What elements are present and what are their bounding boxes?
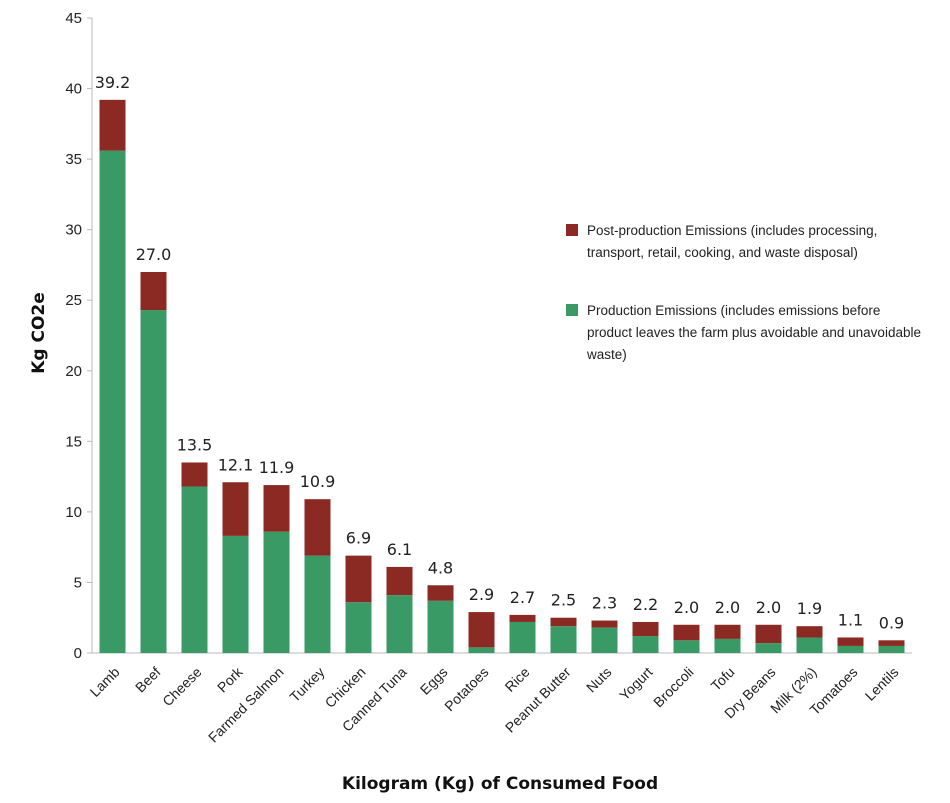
bar-production-7 bbox=[386, 595, 413, 653]
total-label-16: 2.0 bbox=[756, 598, 781, 617]
bar-production-11 bbox=[550, 626, 577, 653]
y-tick-label: 45 bbox=[65, 10, 82, 27]
x-tick-label-14: Broccoli bbox=[650, 664, 697, 711]
bar-post-production-11 bbox=[550, 617, 577, 627]
y-tick-label: 35 bbox=[65, 151, 82, 168]
total-label-9: 2.9 bbox=[469, 585, 494, 604]
x-tick-label-15: Tofu bbox=[708, 664, 738, 694]
y-tick-label: 20 bbox=[65, 363, 82, 380]
bar-post-production-2 bbox=[181, 462, 208, 487]
bar-production-4 bbox=[263, 531, 290, 653]
bar-post-production-17 bbox=[796, 626, 823, 638]
x-tick-label-10: Rice bbox=[501, 664, 532, 695]
bar-post-production-1 bbox=[140, 272, 167, 311]
bar-production-3 bbox=[222, 535, 249, 653]
bar-post-production-4 bbox=[263, 485, 290, 532]
y-tick-label: 5 bbox=[74, 574, 82, 591]
bar-post-production-10 bbox=[509, 614, 536, 622]
x-axis-title: Kilogram (Kg) of Consumed Food bbox=[342, 774, 658, 794]
total-label-4: 11.9 bbox=[259, 458, 295, 477]
x-tick-label-8: Eggs bbox=[417, 664, 451, 698]
total-label-6: 6.9 bbox=[346, 529, 371, 548]
y-ticks: 0 5 10 15 20 25 30 35 40 45 bbox=[65, 10, 92, 662]
bar-production-13 bbox=[632, 636, 659, 653]
y-tick-label: 40 bbox=[65, 81, 82, 98]
bar-production-9 bbox=[468, 647, 495, 653]
x-tick-label-4: Farmed Salmon bbox=[205, 664, 287, 746]
bar-production-5 bbox=[304, 555, 331, 653]
total-label-1: 27.0 bbox=[136, 245, 172, 264]
total-label-14: 2.0 bbox=[674, 598, 699, 617]
bar-post-production-16 bbox=[755, 624, 782, 644]
x-tick-label-0: Lamb bbox=[87, 664, 123, 700]
legend-label-production: Production Emissions (includes emissions… bbox=[587, 303, 921, 362]
total-label-10: 2.7 bbox=[510, 588, 535, 607]
bar-post-production-3 bbox=[222, 482, 249, 536]
bar-post-production-19 bbox=[878, 640, 905, 646]
y-tick-label: 25 bbox=[65, 292, 82, 309]
total-label-0: 39.2 bbox=[95, 73, 131, 92]
total-label-19: 0.9 bbox=[879, 613, 904, 632]
bar-production-0 bbox=[99, 150, 126, 653]
bar-post-production-0 bbox=[99, 99, 126, 151]
x-tick-label-1: Beef bbox=[132, 664, 164, 696]
total-label-12: 2.3 bbox=[592, 594, 617, 613]
total-label-11: 2.5 bbox=[551, 591, 576, 610]
bars bbox=[99, 99, 905, 653]
bar-production-10 bbox=[509, 621, 536, 653]
bar-post-production-18 bbox=[837, 637, 864, 646]
total-label-2: 13.5 bbox=[177, 436, 213, 455]
bar-post-production-5 bbox=[304, 499, 331, 556]
bar-production-14 bbox=[673, 640, 700, 653]
total-label-8: 4.8 bbox=[428, 558, 453, 577]
bar-production-12 bbox=[591, 627, 618, 653]
bar-post-production-6 bbox=[345, 555, 372, 603]
y-tick-label: 10 bbox=[65, 504, 82, 521]
x-tick-label-9: Potatoes bbox=[441, 664, 491, 714]
bar-post-production-13 bbox=[632, 621, 659, 637]
y-tick-label: 15 bbox=[65, 433, 82, 450]
bar-post-production-7 bbox=[386, 566, 413, 596]
bar-production-19 bbox=[878, 645, 905, 653]
y-tick-label: 0 bbox=[74, 645, 82, 662]
total-labels: 39.2 27.0 13.5 12.1 11.9 10.9 6.9 6.1 4.8 2.9 2.7 2… bbox=[95, 73, 905, 632]
bar-post-production-15 bbox=[714, 624, 741, 639]
legend-label-post-production: Post-production Emissions (includes proc… bbox=[587, 223, 878, 260]
total-label-7: 6.1 bbox=[387, 540, 412, 559]
bar-production-17 bbox=[796, 637, 823, 653]
total-label-17: 1.9 bbox=[797, 599, 822, 618]
y-axis-title: Kg CO2e bbox=[29, 292, 49, 374]
legend-swatch-production bbox=[566, 304, 578, 316]
x-tick-label-12: Nuts bbox=[583, 664, 615, 696]
y-tick-label: 30 bbox=[65, 222, 82, 239]
bar-post-production-8 bbox=[427, 585, 454, 601]
x-tick-label-3: Pork bbox=[214, 663, 246, 695]
total-label-13: 2.2 bbox=[633, 595, 658, 614]
total-label-5: 10.9 bbox=[300, 472, 336, 491]
total-label-15: 2.0 bbox=[715, 598, 740, 617]
total-label-18: 1.1 bbox=[838, 610, 863, 629]
total-label-3: 12.1 bbox=[218, 455, 254, 474]
x-tick-label-13: Yogurt bbox=[616, 664, 656, 704]
x-tick-label-2: Cheese bbox=[159, 664, 205, 710]
bar-post-production-14 bbox=[673, 624, 700, 641]
legend-swatch-post-production bbox=[566, 224, 578, 236]
bar-production-16 bbox=[755, 643, 782, 653]
bar-production-6 bbox=[345, 602, 372, 653]
bar-post-production-9 bbox=[468, 612, 495, 648]
bar-production-2 bbox=[181, 486, 208, 653]
x-tick-label-19: Lentils bbox=[862, 664, 902, 704]
bar-production-18 bbox=[837, 645, 864, 653]
bar-post-production-12 bbox=[591, 620, 618, 628]
bar-production-8 bbox=[427, 600, 454, 653]
bar-production-1 bbox=[140, 310, 167, 653]
bar-production-15 bbox=[714, 638, 741, 653]
